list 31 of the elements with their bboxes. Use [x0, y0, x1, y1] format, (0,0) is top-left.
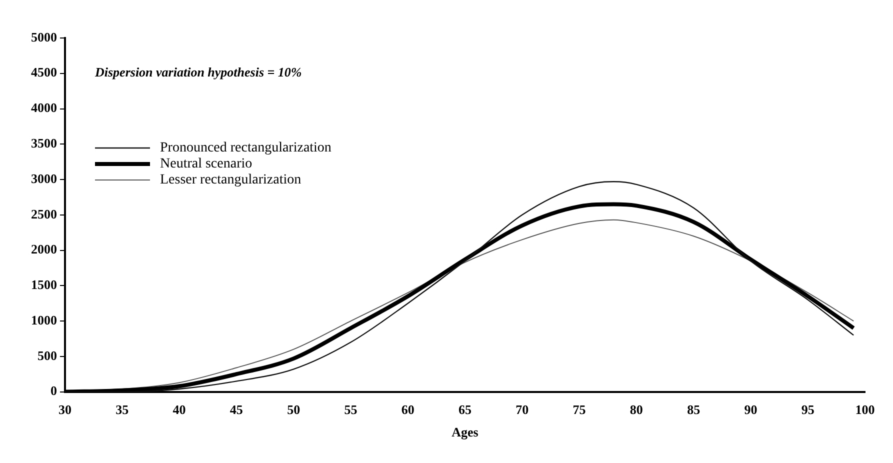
y-tick-label: 500	[38, 348, 57, 363]
annotation: Dispersion variation hypothesis = 10%	[94, 64, 302, 80]
y-tick-label: 0	[50, 383, 57, 398]
y-tick-label: 4500	[31, 64, 57, 80]
x-tick-label: 100	[855, 402, 875, 417]
x-tick-label: 45	[230, 402, 244, 417]
x-tick-label: 65	[458, 402, 472, 417]
y-tick-label: 5000	[31, 29, 57, 44]
x-tick-label: 40	[172, 402, 186, 417]
x-tick-label: 80	[630, 402, 643, 417]
y-tick-label: 1500	[31, 277, 57, 292]
x-axis-title: Ages	[452, 424, 478, 440]
x-tick-label: 85	[687, 402, 701, 417]
x-tick-label: 50	[287, 402, 300, 417]
y-tick-label: 1000	[31, 312, 57, 328]
y-tick-label: 2000	[31, 242, 57, 257]
x-tick-label: 60	[401, 402, 414, 417]
x-tick-label: 90	[744, 402, 758, 417]
y-tick-label: 2500	[31, 206, 57, 222]
x-tick-label: 30	[58, 402, 72, 417]
legend-label: Neutral scenario	[160, 156, 252, 172]
x-tick-label: 35	[116, 402, 130, 417]
legend-label: Pronounced rectangularization	[160, 140, 332, 156]
x-tick-label: 70	[516, 402, 529, 417]
y-tick-label: 3500	[31, 136, 57, 150]
y-tick-label: 3000	[31, 170, 57, 186]
legend-label: Lesser rectangularization	[160, 172, 302, 188]
x-tick-label: 95	[801, 402, 815, 417]
x-tick-label: 55	[344, 402, 358, 417]
y-tick-label: 4000	[31, 100, 57, 116]
x-tick-label: 75	[572, 402, 586, 417]
